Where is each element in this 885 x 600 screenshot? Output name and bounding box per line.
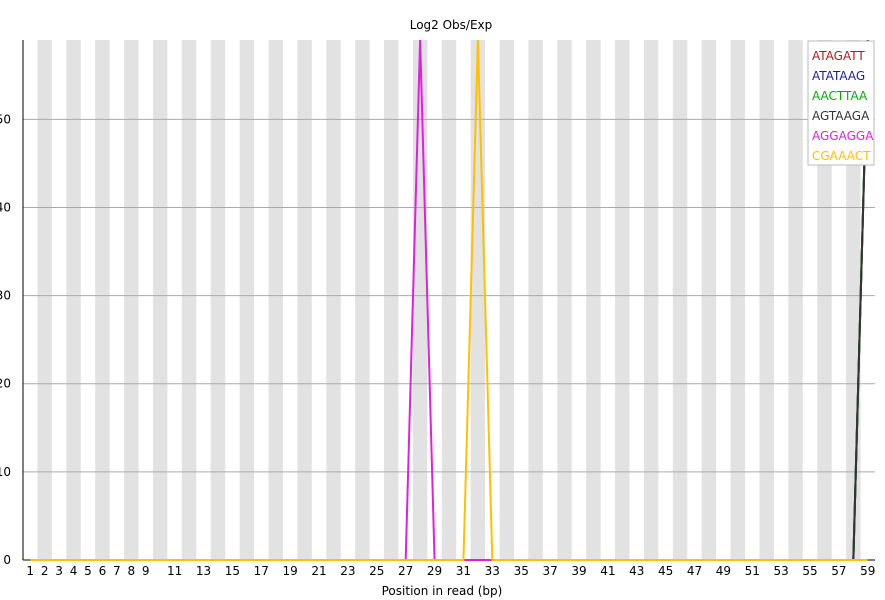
x-tick-label: 27 (398, 564, 413, 578)
stripe (817, 40, 832, 560)
x-tick-label: 19 (283, 564, 298, 578)
x-tick-label: 47 (687, 564, 702, 578)
x-tick-label: 8 (127, 564, 135, 578)
stripe (124, 40, 139, 560)
x-tick-label: 39 (571, 564, 586, 578)
x-tick-label: 49 (716, 564, 731, 578)
x-tick-label: 15 (225, 564, 240, 578)
stripe (730, 40, 746, 560)
stripe (66, 40, 81, 560)
x-tick-label: 3 (55, 564, 63, 578)
x-tick-label: 4 (70, 564, 78, 578)
x-tick-label: 25 (369, 564, 384, 578)
x-tick-label: 59 (860, 564, 875, 578)
y-tick-label: 40 (0, 200, 11, 214)
x-tick-label: 23 (340, 564, 355, 578)
x-tick-label: 5 (84, 564, 92, 578)
stripe (470, 40, 486, 560)
stripe (557, 40, 572, 560)
x-tick-label: 51 (745, 564, 760, 578)
legend-entry: ATATAAG (812, 69, 865, 83)
y-tick-label: 30 (0, 289, 11, 303)
legend: ATAGATT ATATAAG AACTTAA AGTAAGA AGGAGGA CGAAA… (807, 40, 875, 166)
stripe (528, 40, 543, 560)
stripe (441, 40, 457, 560)
x-tick-label: 45 (658, 564, 673, 578)
series-line-cgaaact (30, 39, 868, 561)
x-tick-label: 1 (26, 564, 34, 578)
stripe (788, 40, 803, 560)
x-tick-label: 41 (600, 564, 615, 578)
x-tick-label: 11 (167, 564, 182, 578)
stripe (297, 40, 312, 560)
stripe (384, 40, 399, 560)
x-tick-label: 37 (542, 564, 557, 578)
x-tick-label: 7 (113, 564, 121, 578)
x-tick-label: 9 (142, 564, 150, 578)
stripe (672, 40, 688, 560)
stripe (643, 40, 659, 560)
x-tick-label: 6 (99, 564, 107, 578)
legend-entry: CGAAACT (812, 149, 871, 163)
y-tick-label: 0 (3, 553, 11, 567)
stripe (615, 40, 630, 560)
stripe (759, 40, 774, 560)
x-tick-label: 53 (773, 564, 788, 578)
stripe (95, 40, 110, 560)
x-tick-label: 2 (41, 564, 49, 578)
x-tick-label: 33 (485, 564, 500, 578)
x-tick-label: 43 (629, 564, 644, 578)
stripe (326, 40, 341, 560)
chart-title: Log2 Obs/Exp (410, 18, 493, 32)
stripe (586, 40, 601, 560)
y-tick-label: 50 (0, 112, 11, 126)
x-axis-label: Position in read (bp) (382, 584, 503, 598)
x-tick-label: 31 (456, 564, 471, 578)
y-tick-label: 10 (0, 465, 11, 479)
stripe (37, 40, 52, 560)
x-tick-label: 17 (254, 564, 269, 578)
stripe (268, 40, 283, 560)
x-tick-label: 55 (802, 564, 817, 578)
stripe (701, 40, 717, 560)
series-lines (30, 39, 869, 561)
stripe (152, 40, 168, 560)
legend-entry: AACTTAA (812, 89, 868, 103)
stripe (355, 40, 370, 560)
stripe (210, 40, 226, 560)
stripe (181, 40, 197, 560)
stripe (239, 40, 255, 560)
legend-box (807, 40, 875, 166)
legend-entry: AGGAGGA (812, 129, 874, 143)
x-tick-label: 57 (831, 564, 846, 578)
x-tick-label: 21 (311, 564, 326, 578)
stripe (412, 40, 428, 560)
legend-entry: ATAGATT (812, 49, 865, 63)
x-tick-label: 29 (427, 564, 442, 578)
x-tick-label: 13 (196, 564, 211, 578)
background-stripes (37, 40, 861, 560)
x-tick-label: 35 (514, 564, 529, 578)
legend-entry: AGTAAGA (812, 109, 870, 123)
y-tick-label: 20 (0, 377, 11, 391)
stripe (499, 40, 514, 560)
